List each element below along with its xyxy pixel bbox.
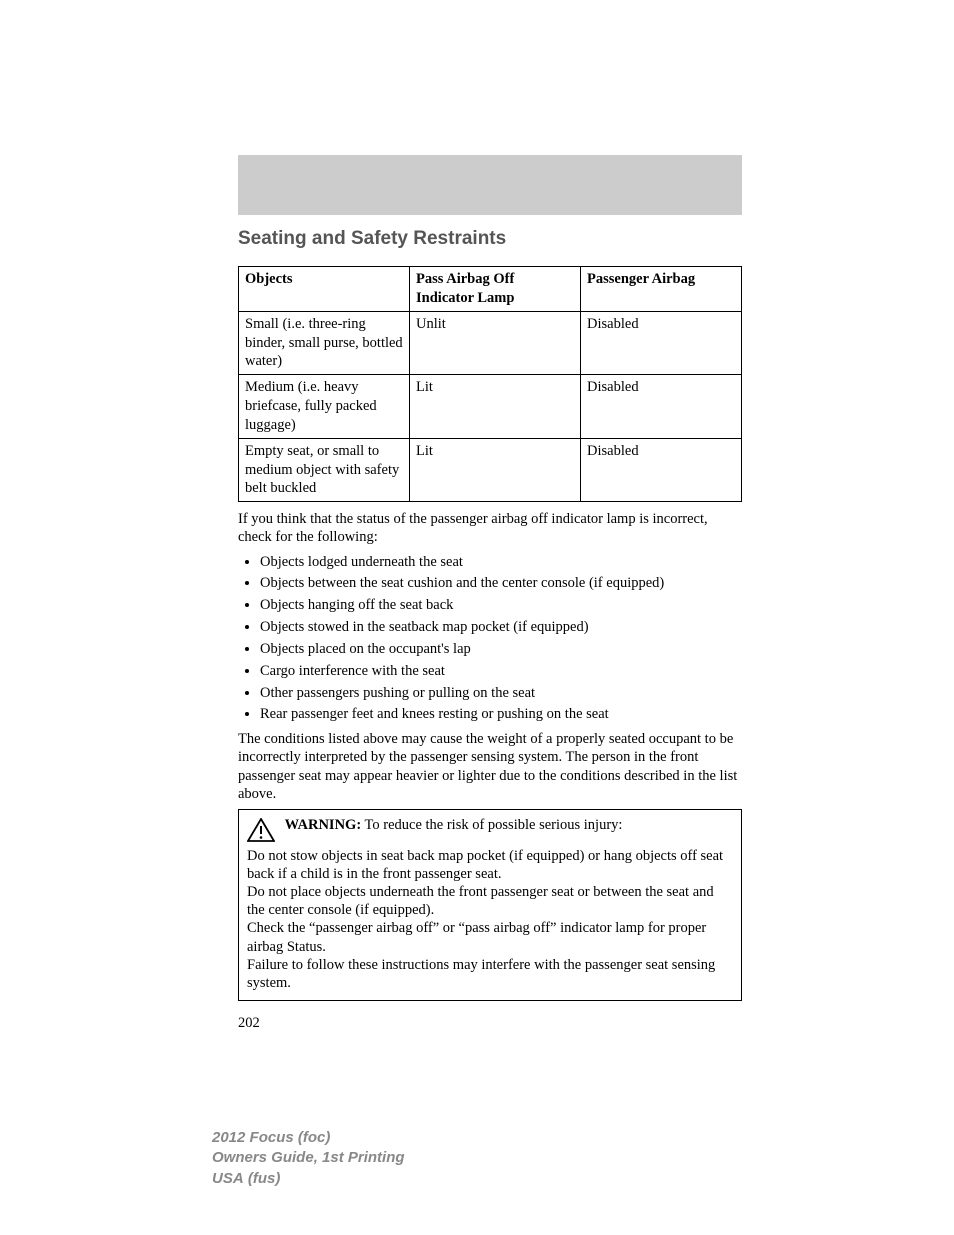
list-item: Other passengers pushing or pulling on t… (260, 684, 742, 703)
warning-line: Failure to follow these instructions may… (247, 957, 715, 991)
cell-airbag: Disabled (581, 375, 742, 439)
airbag-table: Objects Pass Airbag Off Indicator Lamp P… (238, 266, 742, 502)
cell-objects: Small (i.e. three-ring binder, small pur… (239, 311, 410, 375)
cell-airbag: Disabled (581, 311, 742, 375)
cell-airbag: Disabled (581, 438, 742, 502)
header-gray-bar (238, 155, 742, 215)
warning-box: WARNING: To reduce the risk of possible … (238, 809, 742, 1001)
list-item: Objects hanging off the seat back (260, 596, 742, 615)
list-item: Objects stowed in the seatback map pocke… (260, 618, 742, 637)
cell-objects: Empty seat, or small to medium object wi… (239, 438, 410, 502)
footer-line-region: USA (fus) (212, 1169, 405, 1189)
table-header-row: Objects Pass Airbag Off Indicator Lamp P… (239, 267, 742, 312)
table-header-indicator: Pass Airbag Off Indicator Lamp (410, 267, 581, 312)
warning-line: Do not place objects underneath the fron… (247, 884, 714, 918)
cell-indicator: Lit (410, 375, 581, 439)
footer-line-guide: Owners Guide, 1st Printing (212, 1148, 405, 1168)
list-item: Objects placed on the occupant's lap (260, 640, 742, 659)
footer-line-model: 2012 Focus (foc) (212, 1128, 405, 1148)
page-content: Seating and Safety Restraints Objects Pa… (238, 228, 742, 1032)
section-title: Seating and Safety Restraints (238, 228, 742, 250)
warning-heading: WARNING: To reduce the risk of possible … (247, 817, 723, 882)
list-item: Rear passenger feet and knees resting or… (260, 705, 742, 724)
table-row: Empty seat, or small to medium object wi… (239, 438, 742, 502)
intro-paragraph: If you think that the status of the pass… (238, 510, 742, 546)
list-item: Objects lodged underneath the seat (260, 553, 742, 572)
check-list: Objects lodged underneath the seat Objec… (238, 553, 742, 725)
page-number: 202 (238, 1015, 742, 1032)
list-item: Objects between the seat cushion and the… (260, 574, 742, 593)
table-header-objects: Objects (239, 267, 410, 312)
cell-indicator: Unlit (410, 311, 581, 375)
table-row: Medium (i.e. heavy briefcase, fully pack… (239, 375, 742, 439)
table-row: Small (i.e. three-ring binder, small pur… (239, 311, 742, 375)
cell-objects: Medium (i.e. heavy briefcase, fully pack… (239, 375, 410, 439)
list-item: Cargo interference with the seat (260, 662, 742, 681)
warning-triangle-icon (247, 818, 275, 847)
cell-indicator: Lit (410, 438, 581, 502)
table-header-airbag: Passenger Airbag (581, 267, 742, 312)
conditions-paragraph: The conditions listed above may cause th… (238, 730, 742, 803)
footer: 2012 Focus (foc) Owners Guide, 1st Print… (212, 1128, 405, 1189)
warning-line: Check the “passenger airbag off” or “pas… (247, 920, 706, 954)
